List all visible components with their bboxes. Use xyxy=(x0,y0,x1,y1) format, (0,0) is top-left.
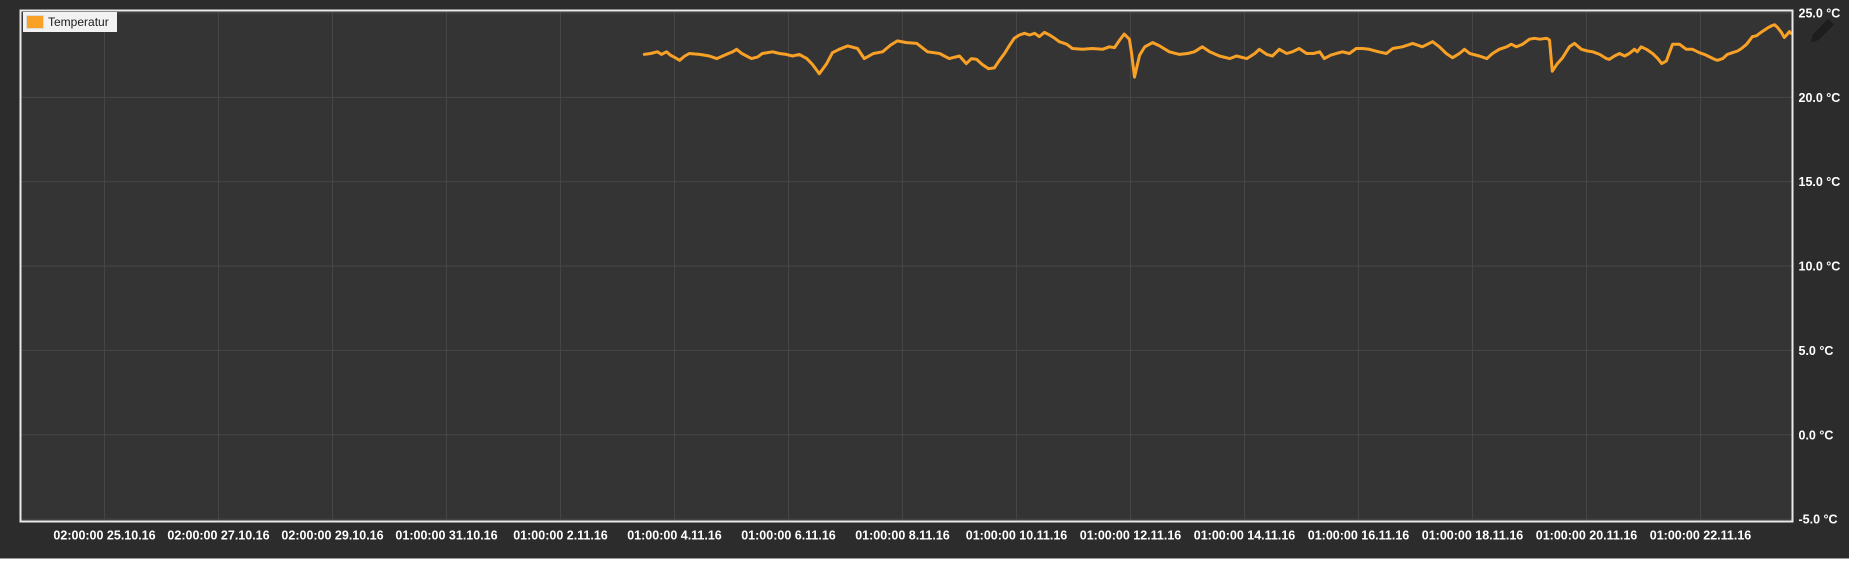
page-footer-strip xyxy=(0,559,1849,569)
x-axis-tick-label: 01:00:00 16.11.16 xyxy=(1308,529,1410,543)
x-axis-tick-label: 02:00:00 29.10.16 xyxy=(281,529,383,543)
y-axis-tick-label: -5.0 °C xyxy=(1799,513,1838,527)
plot-border xyxy=(19,9,1794,523)
y-axis-tick-label: 5.0 °C xyxy=(1799,344,1834,358)
x-axis-tick-label: 01:00:00 22.11.16 xyxy=(1650,529,1752,543)
temperature-line xyxy=(642,23,1793,79)
x-axis-tick-label: 01:00:00 6.11.16 xyxy=(741,529,836,543)
y-axis-tick-label: 15.0 °C xyxy=(1799,175,1841,189)
x-axis-tick-label: 01:00:00 31.10.16 xyxy=(395,529,497,543)
legend-swatch-icon xyxy=(26,15,44,29)
y-axis-tick-label: 25.0 °C xyxy=(1799,7,1841,21)
y-axis-tick-label: 10.0 °C xyxy=(1799,260,1841,274)
x-axis-tick-label: 01:00:00 20.11.16 xyxy=(1536,529,1638,543)
legend[interactable]: Temperatur xyxy=(23,12,117,32)
y-axis-tick-label: 20.0 °C xyxy=(1799,91,1841,105)
edit-pencil-icon[interactable] xyxy=(1806,14,1838,48)
x-axis-tick-label: 02:00:00 25.10.16 xyxy=(53,529,155,543)
x-axis-tick-label: 01:00:00 14.11.16 xyxy=(1194,529,1296,543)
y-axis-tick-label: 0.0 °C xyxy=(1799,428,1834,442)
x-axis-tick-label: 01:00:00 8.11.16 xyxy=(855,529,950,543)
x-axis-tick-label: 02:00:00 27.10.16 xyxy=(167,529,269,543)
x-axis-tick-label: 01:00:00 2.11.16 xyxy=(513,529,608,543)
x-axis-tick-label: 01:00:00 12.11.16 xyxy=(1080,529,1182,543)
legend-label: Temperatur xyxy=(48,15,109,29)
x-axis-tick-label: 01:00:00 4.11.16 xyxy=(627,529,722,543)
x-axis-tick-label: 01:00:00 18.11.16 xyxy=(1422,529,1524,543)
x-axis-tick-label: 01:00:00 10.11.16 xyxy=(966,529,1068,543)
